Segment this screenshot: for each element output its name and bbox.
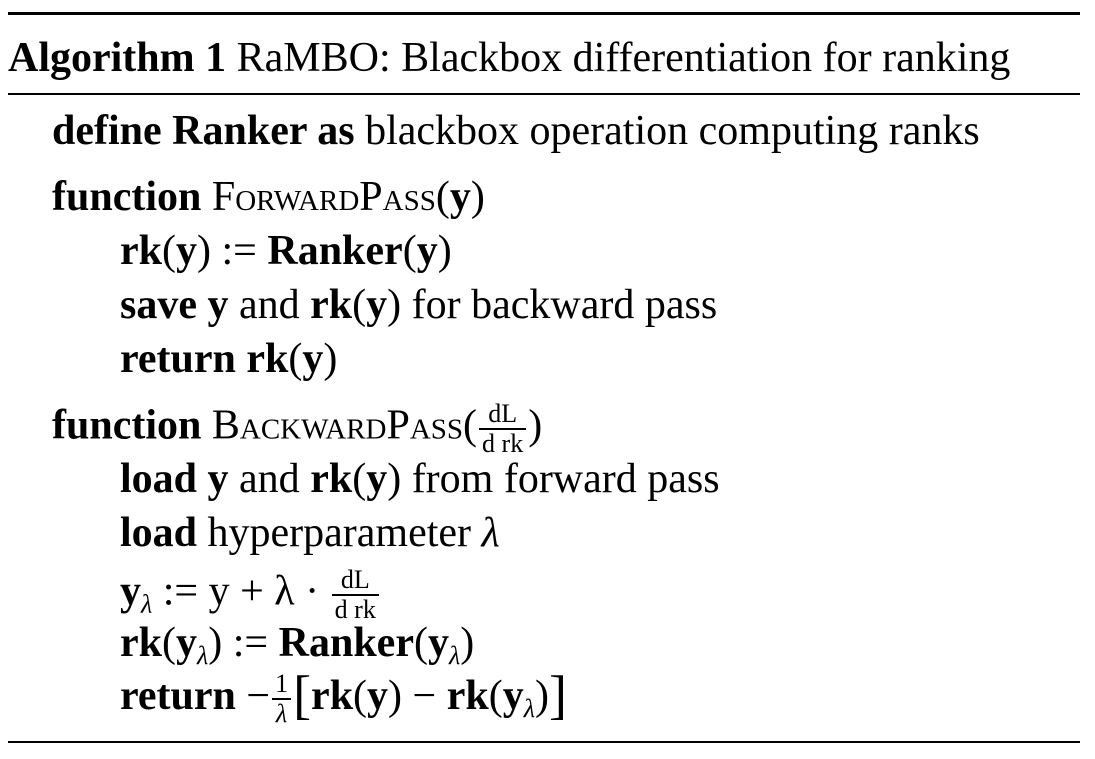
fraction-numerator: dL [331, 566, 379, 596]
line-define: define Ranker as blackbox operation comp… [52, 106, 980, 156]
function-name-backward: BackwardPass [211, 402, 464, 449]
line-return-forward: return rk(y) [120, 336, 338, 382]
keyword-function: function [52, 174, 202, 220]
line-function-backward: function BackwardPass(dL d rk) [52, 399, 543, 458]
y-symbol: y [502, 673, 524, 719]
hyperparameter-text: hyperparameter [207, 510, 472, 556]
keyword-function: function [52, 402, 202, 449]
line-rk-assign: rk(y) := Ranker(y) [120, 228, 452, 274]
rk-symbol: rk [246, 336, 289, 382]
y-symbol: y [176, 228, 197, 274]
line-y-lambda-assign: yλ := y + λ · dL d rk [120, 566, 381, 630]
y-symbol: y [207, 456, 229, 502]
y-symbol: y [416, 228, 438, 274]
y-symbol: y [176, 620, 197, 666]
fraction-numerator: dL [479, 400, 527, 430]
lambda-subscript: λ [448, 641, 461, 670]
ranker-call: Ranker [278, 620, 414, 666]
and-text: and [239, 282, 300, 328]
fraction-denominator: d rk [482, 429, 524, 458]
rk-symbol: rk [311, 673, 354, 719]
fraction-dl-drk: dL d rk [331, 566, 379, 624]
keyword-return: return [120, 673, 236, 719]
bottom-rule [8, 741, 1080, 743]
lambda-subscript: λ [197, 641, 209, 670]
arg-y: y [449, 174, 471, 220]
caption-rule [8, 93, 1080, 95]
y-symbol: y [120, 568, 141, 615]
rk-symbol: rk [310, 456, 353, 502]
save-tail-text: for backward pass [411, 282, 718, 328]
keyword-load: load [120, 456, 198, 502]
y-symbol: y [367, 673, 389, 719]
line-rk-lambda-assign: rk(yλ) := Ranker(yλ) [120, 620, 475, 670]
keyword-save: save [120, 282, 197, 328]
rk-symbol: rk [120, 620, 162, 666]
keyword-define: define Ranker as [52, 108, 355, 154]
top-rule [8, 12, 1080, 15]
left-bracket: [ [293, 665, 312, 725]
y-symbol: y [427, 620, 449, 666]
lambda-subscript: λ [523, 694, 535, 723]
right-bracket: ] [549, 665, 567, 725]
line-load-lambda: load hyperparameter λ [120, 508, 500, 558]
assign-operator: := [162, 568, 199, 615]
assign-operator: := [232, 620, 269, 666]
keyword-return: return [120, 336, 236, 382]
and-text: and [239, 456, 300, 502]
lambda-subscript: λ [141, 589, 153, 619]
negative-sign: − [246, 673, 271, 719]
load-tail-text: from forward pass [411, 456, 720, 502]
fraction-denominator: d rk [334, 595, 376, 624]
y-symbol: y [302, 336, 324, 382]
y-symbol: y [366, 456, 388, 502]
y-symbol: y [207, 282, 229, 328]
line-return-backward: return −1 λ [rk(y) − rk(yλ)] [120, 665, 567, 729]
minus-sign: − [412, 673, 437, 719]
rk-symbol: rk [446, 673, 489, 719]
algorithm-title: RaMBO: Blackbox differentiation for rank… [236, 35, 1011, 81]
function-name-forward: ForwardPass [211, 174, 436, 220]
fraction-denominator: λ [275, 699, 288, 729]
algorithm-label: Algorithm 1 [8, 35, 227, 81]
line-save: save y and rk(y) for backward pass [120, 282, 718, 328]
ranker-call: Ranker [267, 228, 403, 274]
y-plus-lambda-expr: y + λ · [208, 568, 320, 615]
rk-symbol: rk [120, 228, 162, 274]
y-symbol: y [366, 282, 388, 328]
lambda-symbol: λ [481, 510, 500, 556]
keyword-load: load [120, 510, 198, 556]
algorithm-caption: Algorithm 1 RaMBO: Blackbox differentiat… [8, 30, 1010, 86]
define-text: blackbox operation computing ranks [365, 108, 980, 154]
fraction-dl-drk: dL d rk [479, 400, 527, 458]
line-function-forward: function ForwardPass(y) [52, 174, 485, 220]
assign-operator: := [221, 228, 257, 274]
fraction-numerator: 1 [272, 670, 292, 701]
line-load-y: load y and rk(y) from forward pass [120, 456, 720, 502]
rk-symbol: rk [310, 282, 353, 328]
